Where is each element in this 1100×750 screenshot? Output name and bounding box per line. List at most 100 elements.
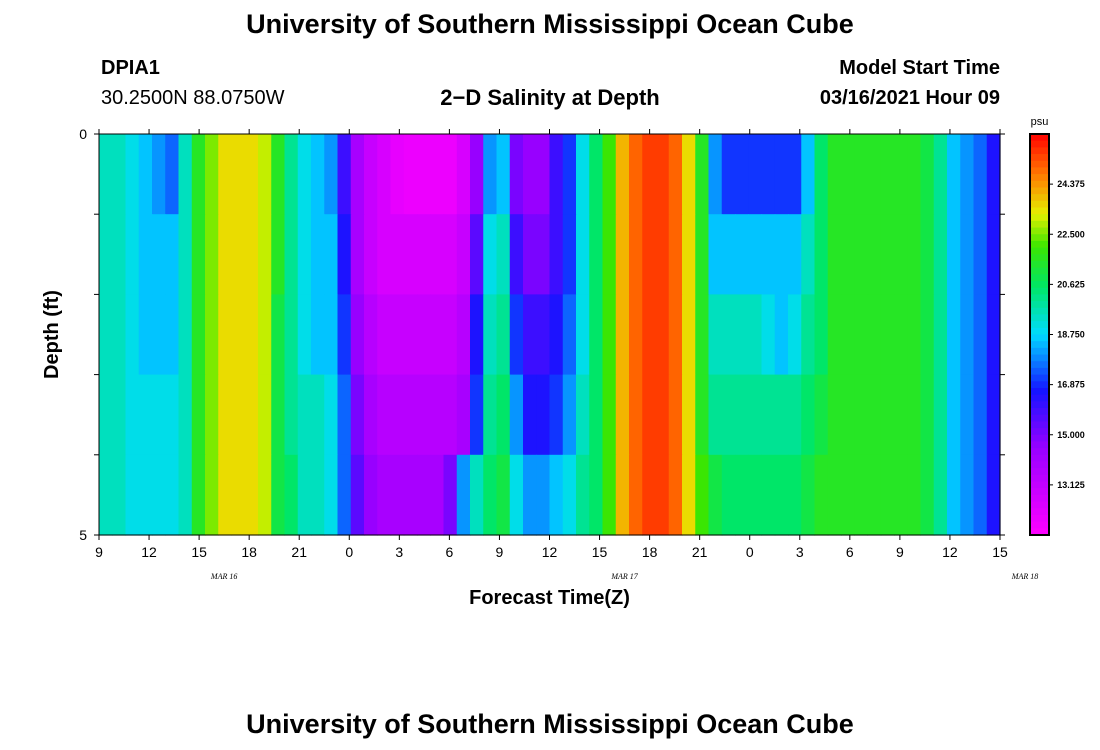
heatmap-cell <box>721 374 736 456</box>
heatmap-cell <box>880 454 895 536</box>
heatmap-cell <box>602 294 617 376</box>
heatmap-cell <box>682 294 696 376</box>
heatmap-cell <box>311 454 325 536</box>
heatmap-cell <box>973 294 988 376</box>
x-date-label: MAR 17 <box>610 572 638 581</box>
heatmap-cell <box>523 294 537 376</box>
heatmap-cell <box>960 134 975 215</box>
heatmap-cell <box>947 214 961 295</box>
heatmap-cell <box>854 134 869 215</box>
heatmap-cell <box>324 294 339 376</box>
x-tick-label: 9 <box>95 544 103 560</box>
heatmap-cell <box>470 134 484 215</box>
heatmap-cell <box>324 454 339 536</box>
x-tick-label: 12 <box>542 544 558 560</box>
heatmap-cell <box>854 454 869 536</box>
heatmap-cell <box>589 454 604 536</box>
heatmap-cell <box>774 374 789 456</box>
heatmap-cell <box>218 214 233 295</box>
heatmap-cell <box>867 214 882 295</box>
heatmap-cell <box>443 454 458 536</box>
heatmap-cell <box>205 374 219 456</box>
heatmap-cell <box>549 454 564 536</box>
heatmap-cell <box>324 214 339 295</box>
y-tick-label: 5 <box>79 527 87 543</box>
heatmap-cell <box>774 294 789 376</box>
colorbar-tick-label: 15.000 <box>1057 430 1085 440</box>
x-tick-label: 15 <box>592 544 608 560</box>
station-id: DPIA1 <box>101 57 160 79</box>
heatmap-cell <box>258 294 272 376</box>
heatmap-cell <box>973 214 988 295</box>
heatmap-cell <box>443 214 458 295</box>
heatmap-cell <box>735 294 749 376</box>
colorbar-tick-label: 18.750 <box>1057 330 1085 340</box>
colorbar-unit: psu <box>1031 116 1049 128</box>
heatmap-cell <box>986 374 1001 456</box>
heatmap-cell <box>125 294 140 376</box>
colorbar-segment <box>1030 387 1049 396</box>
heatmap-cell <box>377 294 392 376</box>
heatmap-cell <box>364 374 378 456</box>
heatmap-cell <box>761 454 776 536</box>
heatmap-cell <box>138 294 153 376</box>
heatmap-cell <box>297 214 312 295</box>
colorbar-segment <box>1030 281 1049 289</box>
heatmap-cell <box>576 294 590 376</box>
heatmap-cell <box>960 214 975 295</box>
heatmap-cell <box>165 374 180 456</box>
heatmap-cell <box>788 454 802 536</box>
heatmap-cell <box>231 294 246 376</box>
heatmap-cell <box>523 214 537 295</box>
heatmap-cell <box>470 214 484 295</box>
heatmap-cell <box>814 294 829 376</box>
x-tick-label: 12 <box>942 544 958 560</box>
plot-title: 2−D Salinity at Depth <box>440 85 660 110</box>
heatmap-cell <box>403 134 418 215</box>
heatmap-cell <box>907 374 922 456</box>
heatmap-cell <box>668 134 683 215</box>
heatmap-cell <box>403 454 418 536</box>
heatmap-cell <box>337 294 352 376</box>
heatmap-cell <box>244 374 259 456</box>
x-axis-label: Forecast Time(Z) <box>469 587 630 609</box>
colorbar-segment <box>1030 347 1049 356</box>
heatmap-cell <box>735 134 749 215</box>
heatmap-cell <box>271 374 286 456</box>
heatmap-cell <box>615 454 630 536</box>
heatmap-cell <box>483 134 498 215</box>
heatmap-cell <box>509 294 524 376</box>
heatmap-cell <box>774 134 789 215</box>
heatmap-cell <box>801 134 816 215</box>
heatmap-cell <box>284 134 299 215</box>
heatmap-cell <box>562 294 577 376</box>
heatmap-cell <box>364 294 378 376</box>
heatmap-cell <box>867 374 882 456</box>
heatmap-cell <box>271 294 286 376</box>
x-tick-label: 6 <box>846 544 854 560</box>
heatmap-cell <box>271 214 286 295</box>
heatmap-cell <box>655 374 670 456</box>
heatmap-cell <box>324 374 339 456</box>
heatmap-cell <box>138 374 153 456</box>
heatmap-cell <box>841 374 855 456</box>
heatmap-cell <box>536 134 551 215</box>
heatmap-cell <box>894 294 908 376</box>
heatmap-cell <box>99 294 113 376</box>
heatmap-cell <box>721 294 736 376</box>
heatmap-cell <box>960 294 975 376</box>
heatmap-cell <box>761 214 776 295</box>
colorbar-segment <box>1030 381 1049 389</box>
heatmap-cell <box>324 134 339 215</box>
heatmap-cell <box>615 294 630 376</box>
heatmap-cell <box>284 454 299 536</box>
colorbar-segment <box>1030 374 1049 382</box>
heatmap-cell <box>125 214 140 295</box>
heatmap-cell <box>801 214 816 295</box>
heatmap-cell <box>337 374 352 456</box>
heatmap-cell <box>536 214 551 295</box>
heatmap-cell <box>615 374 630 456</box>
heatmap-cell <box>191 214 206 295</box>
heatmap-cell <box>880 374 895 456</box>
x-tick-label: 3 <box>796 544 804 560</box>
